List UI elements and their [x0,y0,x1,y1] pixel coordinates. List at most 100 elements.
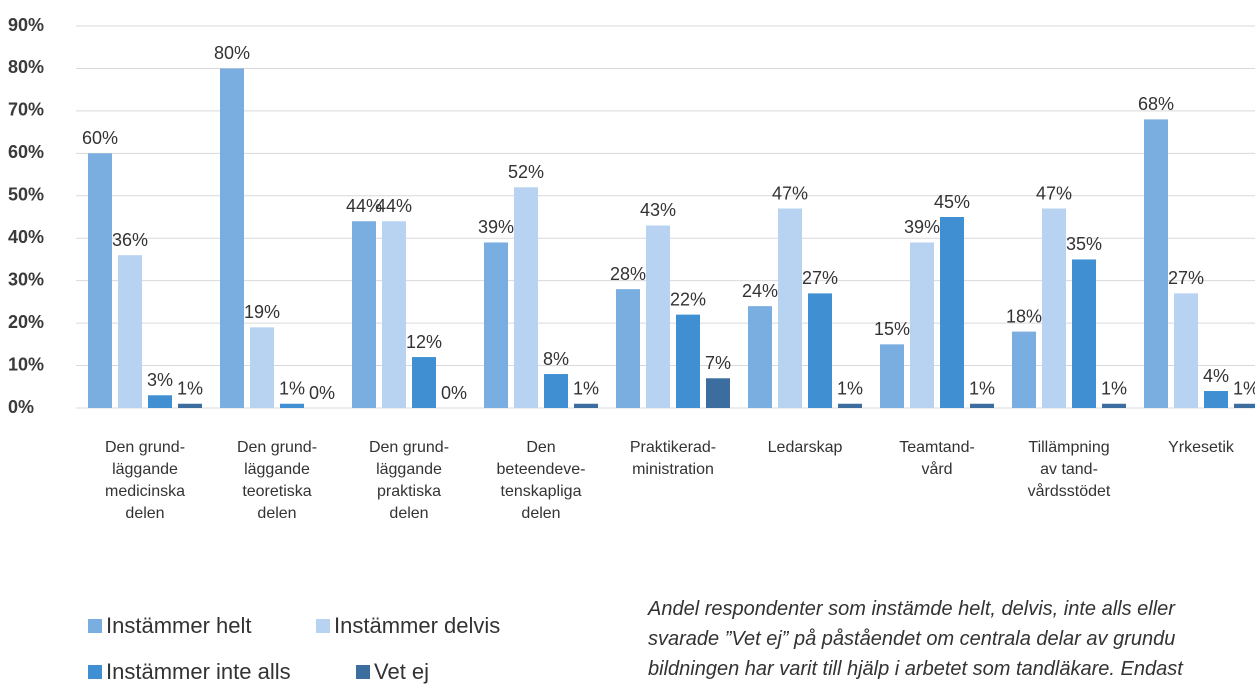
legend-swatch [316,619,330,633]
bar [748,306,772,408]
bar [88,153,112,408]
y-tick-label: 10% [8,354,44,374]
bar [838,403,862,408]
bar [1204,391,1228,408]
data-label: 43% [640,200,676,220]
bar [484,242,508,408]
bar [148,395,172,408]
data-label: 1% [1101,379,1127,399]
bar [352,221,376,408]
bar [1144,119,1168,408]
data-label: 19% [244,302,280,322]
bar [514,187,538,408]
bar [118,255,142,408]
y-tick-label: 70% [8,100,44,120]
bar [940,217,964,408]
data-label: 44% [346,196,382,216]
y-tick-label: 40% [8,227,44,247]
bar [178,403,202,408]
data-label: 45% [934,192,970,212]
bar [574,403,598,408]
x-tick-label: Ledarskap [768,439,843,456]
legend-label: Vet ej [374,659,429,684]
data-label: 0% [441,383,467,403]
bar [220,68,244,408]
legend-swatch [356,665,370,679]
bar [676,314,700,408]
data-label: 4% [1203,366,1229,386]
bar [808,293,832,408]
legend-label: Instämmer delvis [334,613,500,638]
bar [646,225,670,408]
y-tick-label: 90% [8,15,44,35]
bar [1102,403,1126,408]
y-tick-label: 50% [8,185,44,205]
bar [1072,259,1096,408]
legend-swatch [88,665,102,679]
data-label: 39% [904,217,940,237]
x-tick-label: Yrkesetik [1168,439,1235,456]
bar [1042,208,1066,408]
data-label: 36% [112,230,148,250]
bar [616,289,640,408]
legend-label: Instämmer inte alls [106,659,291,684]
bar [970,403,994,408]
data-label: 35% [1066,234,1102,254]
bar [778,208,802,408]
data-label: 24% [742,281,778,301]
data-label: 1% [279,379,305,399]
data-label: 52% [508,162,544,182]
x-tick-label: Den grund-läggande teoretiska delen [237,439,317,522]
bar [880,344,904,408]
data-label: 1% [573,379,599,399]
data-label: 18% [1006,306,1042,326]
data-label: 1% [837,379,863,399]
y-tick-label: 30% [8,269,44,289]
data-label: 60% [82,128,118,148]
data-label: 12% [406,332,442,352]
legend-swatch [88,619,102,633]
x-tick-label: Praktikerad-ministration [630,439,716,478]
bar [280,403,304,408]
data-label: 47% [772,183,808,203]
data-label: 68% [1138,94,1174,114]
bar [1174,293,1198,408]
bar [1012,331,1036,408]
data-label: 1% [177,379,203,399]
data-label: 15% [874,319,910,339]
bar [1234,403,1255,408]
bar [706,378,730,408]
legend-label: Instämmer helt [106,613,252,638]
annotation: Andel respondenter som instämde helt, de… [647,598,1184,680]
data-label: 0% [309,383,335,403]
bar [544,374,568,408]
x-tick-label: Tillämpning av tand-vårdsstödet [1028,439,1111,500]
x-tick-label: Den beteendeve-tenskapliga delen [497,439,586,522]
data-label: 47% [1036,183,1072,203]
data-label: 8% [543,349,569,369]
data-label: 27% [1168,268,1204,288]
data-label: 1% [1233,379,1255,399]
data-label: 28% [610,264,646,284]
bar [412,357,436,408]
y-tick-label: 0% [8,397,34,417]
data-label: 7% [705,353,731,373]
data-label: 3% [147,370,173,390]
y-tick-label: 60% [8,142,44,162]
data-label: 39% [478,217,514,237]
x-tick-label: Den grund-läggande medicinska delen [105,439,185,522]
data-label: 22% [670,289,706,309]
data-label: 1% [969,379,995,399]
bar [382,221,406,408]
bar [250,327,274,408]
data-label: 27% [802,268,838,288]
y-tick-label: 20% [8,312,44,332]
data-label: 44% [376,196,412,216]
x-tick-label: Den grund-läggande praktiska delen [369,439,449,522]
bar [910,242,934,408]
data-label: 80% [214,43,250,63]
y-tick-label: 80% [8,57,44,77]
x-tick-label: Teamtand-vård [899,439,975,478]
